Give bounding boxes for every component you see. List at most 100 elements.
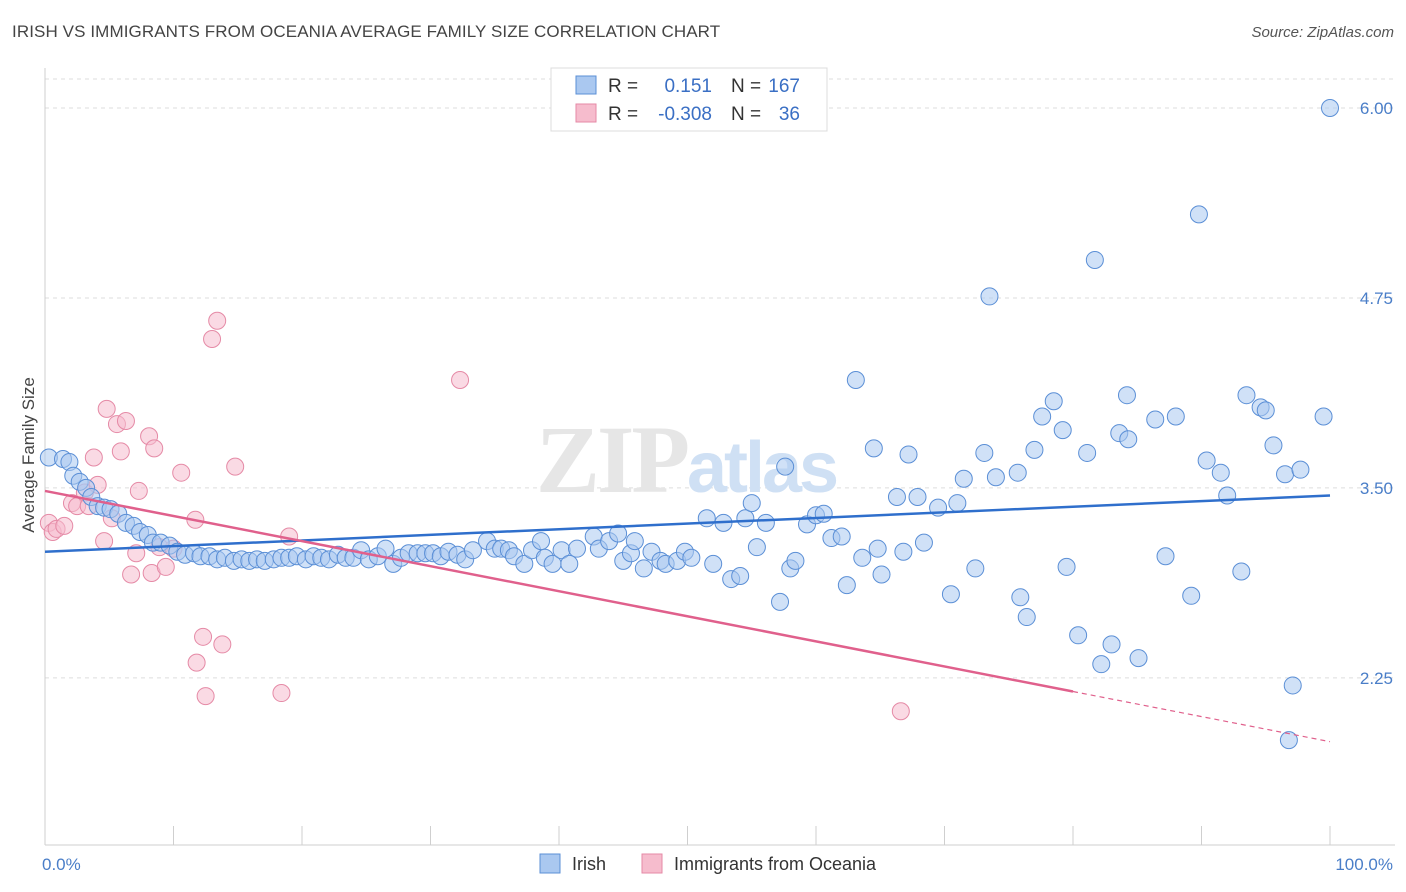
- irish-point: [914, 533, 933, 552]
- irish-point: [1085, 250, 1104, 269]
- trend-lines: [44, 489, 1331, 743]
- watermark: ZIPatlas: [536, 406, 837, 513]
- oceania-point: [196, 687, 215, 706]
- bottom-legend-label-oceania: Immigrants from Oceania: [674, 854, 877, 874]
- irish-point: [376, 539, 395, 558]
- legend-box: [550, 67, 828, 132]
- irish-trend-line: [44, 494, 1331, 553]
- irish-point: [1314, 407, 1333, 426]
- irish-point: [1008, 463, 1027, 482]
- irish-point: [736, 509, 755, 528]
- irish-point: [1011, 588, 1030, 607]
- irish-point: [1279, 731, 1298, 750]
- irish-point: [625, 532, 644, 551]
- oceania-point: [122, 565, 141, 584]
- irish-point: [1102, 635, 1121, 654]
- irish-point: [975, 443, 994, 462]
- irish-point: [1033, 407, 1052, 426]
- irish-point: [872, 565, 891, 584]
- irish-point: [1057, 557, 1076, 576]
- oceania-point: [55, 516, 74, 535]
- chart-title: IRISH VS IMMIGRANTS FROM OCEANIA AVERAGE…: [12, 22, 721, 41]
- irish-point: [1232, 562, 1251, 581]
- legend: R = 0.151 N = 167 R = -0.308 N = 36: [550, 67, 828, 132]
- bottom-legend: Irish Immigrants from Oceania: [539, 853, 877, 874]
- irish-point: [1146, 410, 1165, 429]
- irish-point: [986, 468, 1005, 487]
- oceania-point: [194, 627, 213, 646]
- oceania-point: [203, 329, 222, 348]
- irish-point: [908, 488, 927, 507]
- oceania-point: [111, 442, 130, 461]
- oceania-point: [187, 653, 206, 672]
- irish-point: [894, 542, 913, 561]
- legend-n-value-irish: 167: [768, 76, 800, 97]
- irish-point: [1182, 586, 1201, 605]
- x-tick-label: 100.0%: [1335, 855, 1393, 874]
- irish-point: [1044, 392, 1063, 411]
- irish-point: [682, 548, 701, 567]
- irish-point: [1291, 460, 1310, 479]
- irish-point: [846, 371, 865, 389]
- irish-point: [776, 457, 795, 476]
- axes: [44, 68, 1395, 846]
- irish-point: [1092, 655, 1111, 674]
- oceania-point: [213, 635, 232, 654]
- irish-point: [837, 576, 856, 595]
- legend-r-label-irish: R =: [608, 76, 638, 97]
- source-label: Source: ZipAtlas.com: [1251, 24, 1394, 41]
- oceania-point: [272, 684, 291, 703]
- bottom-legend-swatch-irish: [539, 853, 561, 874]
- irish-point: [1264, 436, 1283, 455]
- oceania-point: [129, 481, 148, 500]
- legend-n-label-irish: N =: [731, 76, 761, 97]
- irish-point: [1156, 547, 1175, 566]
- irish-point: [814, 504, 833, 523]
- legend-swatch-oceania: [575, 103, 597, 123]
- irish-point: [954, 469, 973, 488]
- irish-point: [941, 585, 960, 604]
- oceania-point: [891, 702, 910, 721]
- legend-r-label-oceania: R =: [608, 104, 638, 125]
- irish-point: [1025, 440, 1044, 459]
- irish-point: [1053, 421, 1072, 440]
- irish-point: [532, 532, 551, 551]
- irish-point: [515, 554, 534, 573]
- irish-point: [634, 559, 653, 578]
- irish-point: [1166, 407, 1185, 426]
- irish-point: [1078, 443, 1097, 462]
- oceania-point: [172, 463, 191, 482]
- legend-n-label-oceania: N =: [731, 104, 761, 125]
- oceania-trend-line: [44, 489, 1074, 693]
- oceania-point: [116, 412, 135, 431]
- irish-point: [742, 494, 761, 513]
- y-tick-label: 3.50: [1360, 479, 1393, 498]
- irish-point: [771, 592, 790, 611]
- irish-point: [1256, 401, 1275, 420]
- irish-point: [567, 539, 586, 558]
- legend-r-value-irish: 0.151: [664, 76, 712, 97]
- irish-point: [887, 488, 906, 507]
- irish-point: [832, 527, 851, 546]
- oceania-point: [208, 311, 227, 330]
- x-tick-label: 0.0%: [42, 855, 81, 874]
- irish-point: [966, 559, 985, 578]
- legend-swatch-irish: [575, 75, 597, 95]
- irish-series: [39, 98, 1339, 750]
- y-tick-label: 4.75: [1360, 289, 1393, 308]
- irish-point: [899, 445, 918, 464]
- irish-point: [1211, 463, 1230, 482]
- irish-point: [1276, 465, 1295, 484]
- irish-point: [560, 554, 579, 573]
- oceania-point: [451, 371, 470, 389]
- oceania-point: [97, 399, 116, 418]
- oceania-trend-extension: [1072, 690, 1331, 743]
- irish-point: [747, 538, 766, 557]
- y-tick-label: 6.00: [1360, 99, 1393, 118]
- irish-point: [1017, 608, 1036, 627]
- y-axis-label: Average Family Size: [19, 377, 38, 533]
- y-tick-label: 2.25: [1360, 669, 1393, 688]
- bottom-legend-label-irish: Irish: [572, 854, 606, 874]
- irish-point: [463, 541, 482, 560]
